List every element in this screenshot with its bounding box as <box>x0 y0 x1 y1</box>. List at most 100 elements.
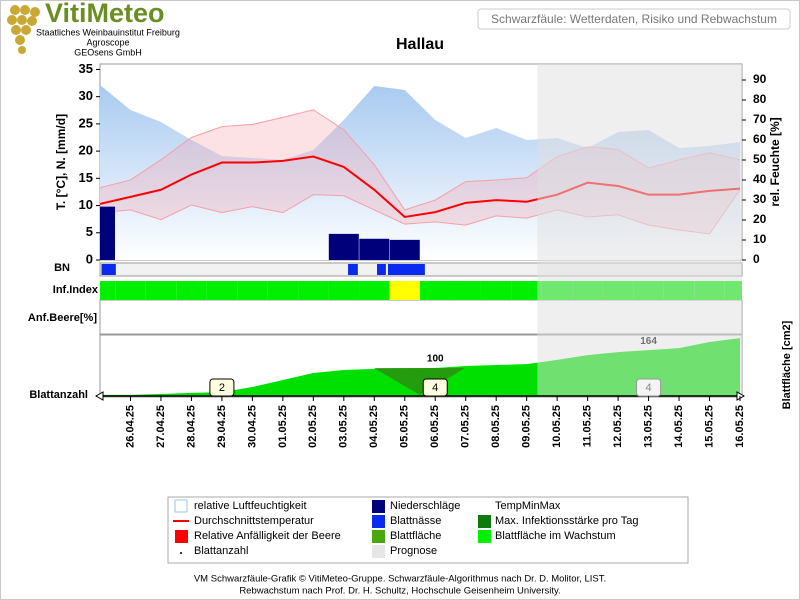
legend-swatch <box>174 499 188 513</box>
footer: Rebwachstum nach Prof. Dr. H. Schultz, H… <box>239 586 560 597</box>
legend-swatch <box>372 530 385 543</box>
y2-tick-label: 60 <box>753 132 767 146</box>
x-tick-label: 28.04.25 <box>185 405 197 448</box>
y2-tick-label: 70 <box>753 112 767 126</box>
leaf-count: 2 <box>219 382 225 394</box>
leaf-wetness <box>377 264 386 275</box>
legend-label: Prognose <box>390 545 437 557</box>
infection-index <box>206 281 238 300</box>
x-tick-label: 10.05.25 <box>551 405 563 448</box>
logo: VitiMeteo <box>45 0 165 28</box>
legend-swatch <box>180 552 182 554</box>
x-tick-label: 26.04.25 <box>124 405 136 448</box>
infection-index <box>480 281 512 300</box>
x-tick-label: 04.05.25 <box>368 405 380 448</box>
y-axis-title: T. [°C], N. [mm/d] <box>54 114 68 210</box>
y2-axis-title: rel. Feuchte [%] <box>768 117 782 206</box>
y-tick-label: 25 <box>79 115 93 130</box>
x-tick-label: 14.05.25 <box>673 405 685 448</box>
x-tick-label: 08.05.25 <box>490 405 502 448</box>
x-tick-label: 02.05.25 <box>307 405 319 448</box>
x-tick-label: 16.05.25 <box>734 405 746 448</box>
infection-index <box>450 281 481 300</box>
row-label: BN <box>54 262 70 274</box>
org: Agroscope <box>86 37 129 47</box>
infection-index <box>100 281 116 300</box>
infection-index <box>176 281 207 300</box>
infection-index <box>237 281 268 300</box>
y2-tick-label: 90 <box>753 72 767 86</box>
leaf-count: 4 <box>432 382 438 394</box>
x-tick-label: 06.05.25 <box>429 405 441 448</box>
y2-tick-label: 50 <box>753 152 767 166</box>
legend-swatch <box>372 500 385 513</box>
infection-index <box>389 281 420 300</box>
legend-label: Max. Infektionsstärke pro Tag <box>495 515 638 527</box>
infection-index <box>267 281 299 300</box>
leaf-count: 4 <box>646 382 652 394</box>
logo-grapes <box>7 5 40 54</box>
y-tick-label: 0 <box>86 251 93 266</box>
y-tick-label: 20 <box>79 143 93 158</box>
infection-index <box>115 281 146 300</box>
y-tick-label: 5 <box>86 224 93 239</box>
row-label: Anf.Beere[%] <box>28 312 97 324</box>
x-tick-label: 15.05.25 <box>703 405 715 448</box>
legend-label: Durchschnittstemperatur <box>194 515 314 527</box>
x-tick-label: 12.05.25 <box>612 405 624 448</box>
max-infection <box>374 368 465 395</box>
legend-swatch <box>175 530 188 543</box>
y2-tick-label: 40 <box>753 172 767 186</box>
legend-label: Blattfläche <box>390 530 441 542</box>
legend-swatch <box>478 515 491 528</box>
x-tick-label: 05.05.25 <box>399 405 411 448</box>
legend-label: TempMinMax <box>495 500 561 512</box>
y-tick-label: 35 <box>79 61 93 76</box>
legend-swatch <box>372 545 385 558</box>
legend-label: Relative Anfälligkeit der Beere <box>194 530 341 542</box>
x-tick-label: 03.05.25 <box>338 405 350 448</box>
precip-bar <box>389 239 420 260</box>
precip-bar <box>100 206 115 260</box>
forecast-region <box>537 64 742 396</box>
infection-index <box>420 281 451 300</box>
legend-label: Blattanzahl <box>194 545 248 557</box>
y-tick-label: 30 <box>79 88 93 103</box>
x-tick-label: 13.05.25 <box>642 405 654 448</box>
legend-label: relative Luftfeuchtigkeit <box>194 500 307 512</box>
legend-box <box>167 496 689 564</box>
org: Staatliches Weinbauinstitut Freiburg <box>36 27 180 37</box>
x-tick-label: 01.05.25 <box>277 405 289 448</box>
leaf-axis-title: Blattfläche [cm2] <box>781 320 793 409</box>
subtitle-box <box>477 8 791 30</box>
org: GEOsens GmbH <box>74 47 142 57</box>
y-tick-label: 10 <box>79 197 93 212</box>
x-tick-label: 29.04.25 <box>216 405 228 448</box>
y2-tick-label: 30 <box>753 192 767 206</box>
leaf-wetness <box>388 264 425 275</box>
legend-label: Blattnässe <box>390 515 441 527</box>
leaf-area-label: 100 <box>427 354 444 365</box>
chart-title: Hallau <box>396 36 444 53</box>
y2-tick-label: 0 <box>753 252 760 266</box>
x-tick-label: 30.04.25 <box>246 405 258 448</box>
legend-label: Blattfläche im Wachstum <box>495 530 616 542</box>
x-tick-label: 09.05.25 <box>521 405 533 448</box>
precip-bar <box>328 233 359 260</box>
legend-label: Niederschläge <box>390 500 460 512</box>
footer: VM Schwarzfäule-Grafik © VitiMeteo-Grupp… <box>194 574 606 585</box>
y2-tick-label: 20 <box>753 212 767 226</box>
y-tick-label: 15 <box>79 170 93 185</box>
subtitle: Schwarzfäule: Wetterdaten, Risiko und Re… <box>491 12 777 26</box>
leaf-wetness <box>348 264 358 275</box>
legend-swatch <box>372 515 385 528</box>
infection-index <box>298 281 329 300</box>
precip-bar <box>359 238 390 260</box>
infection-index <box>145 281 177 300</box>
x-tick-label: 11.05.25 <box>582 405 594 447</box>
infection-index <box>511 281 542 300</box>
x-tick-label: 27.04.25 <box>155 405 167 448</box>
x-tick-label: 07.05.25 <box>460 405 472 448</box>
infection-index <box>328 281 360 300</box>
